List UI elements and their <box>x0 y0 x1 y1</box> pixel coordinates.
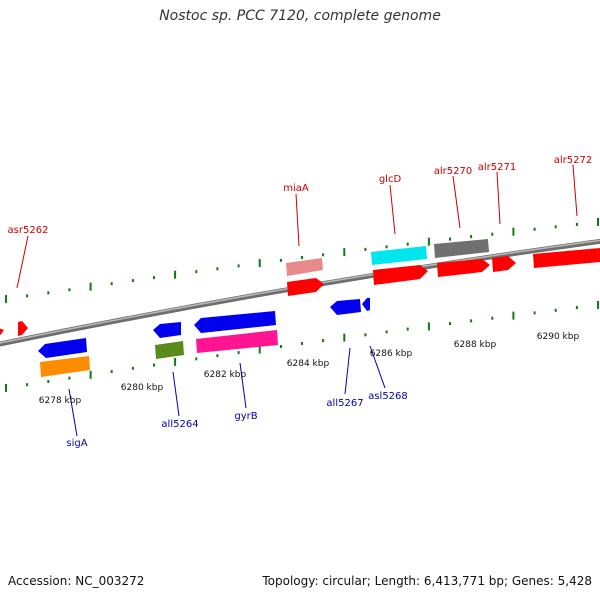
label-connector <box>389 184 396 235</box>
label-connector <box>239 362 247 409</box>
gene-label-asr5262[interactable]: asr5262 <box>8 225 49 236</box>
scale-labels: 6278 kbp 6280 kbp 6282 kbp 6284 kbp 6286… <box>39 332 580 406</box>
gene-miaA-2[interactable] <box>287 278 324 296</box>
scale-label: 6280 kbp <box>121 383 164 393</box>
gene-label-alr5270[interactable]: alr5270 <box>434 166 472 177</box>
label-connector <box>369 345 386 389</box>
gene-label-sigA[interactable]: sigA <box>66 438 87 449</box>
gene-all5264-2[interactable] <box>155 341 184 359</box>
label-connector <box>295 193 300 247</box>
gene-label-all5267[interactable]: all5267 <box>326 398 363 409</box>
gene-miaA[interactable] <box>286 258 323 276</box>
scale-label: 6288 kbp <box>454 340 497 350</box>
gene-alr5270[interactable] <box>434 239 489 258</box>
label-connector <box>172 371 180 417</box>
gene-arrow-small[interactable] <box>18 321 28 336</box>
scale-label: 6284 kbp <box>287 359 330 369</box>
gene-sigA-2[interactable] <box>40 356 90 377</box>
gene-glcD-2[interactable] <box>373 265 428 285</box>
scale-label: 6278 kbp <box>39 396 82 406</box>
gene-label-alr5272[interactable]: alr5272 <box>554 155 592 166</box>
reverse-genes <box>38 298 370 377</box>
gene-asr5262-arrow[interactable] <box>0 328 4 338</box>
label-connector <box>572 164 578 217</box>
gene-alr5271[interactable] <box>492 256 516 272</box>
gene-sigA[interactable] <box>38 338 87 358</box>
tick-row-reverse <box>5 301 599 392</box>
gene-glcD[interactable] <box>371 246 427 265</box>
gene-label-miaA[interactable]: miaA <box>283 183 309 194</box>
gene-gyrB[interactable] <box>194 311 276 333</box>
map-title: Nostoc sp. PCC 7120, complete genome <box>159 8 441 24</box>
gene-label-glcD[interactable]: glcD <box>379 174 402 185</box>
label-connector <box>16 235 29 289</box>
topology-summary: Topology: circular; Length: 6,413,771 bp… <box>262 574 592 588</box>
label-connector <box>68 388 78 437</box>
gene-label-gyrB[interactable]: gyrB <box>234 411 257 422</box>
gene-all5264[interactable] <box>153 322 181 338</box>
gene-label-all5264[interactable]: all5264 <box>161 419 198 430</box>
forward-label-group: asr5262 miaA glcD alr5270 alr5271 alr527… <box>8 155 592 289</box>
gene-gyrB-2[interactable] <box>196 330 278 353</box>
gene-all5267[interactable] <box>330 299 361 315</box>
scale-label: 6290 kbp <box>537 332 580 342</box>
gene-asl5268[interactable] <box>362 298 370 311</box>
gene-label-alr5271[interactable]: alr5271 <box>478 162 516 173</box>
tick-row-forward <box>5 218 599 303</box>
gene-alr5270-2[interactable] <box>437 259 490 277</box>
gene-label-asl5268[interactable]: asl5268 <box>368 391 408 402</box>
accession-text: Accession: NC_003272 <box>8 574 145 588</box>
scale-label: 6286 kbp <box>370 349 413 359</box>
scale-label: 6282 kbp <box>204 370 247 380</box>
reverse-label-group: sigA all5264 gyrB all5267 asl5268 <box>66 345 408 449</box>
forward-genes <box>0 239 600 338</box>
label-connector <box>496 171 501 225</box>
label-connector <box>344 347 351 395</box>
gene-alr5272[interactable] <box>533 248 600 268</box>
label-connector <box>452 175 461 229</box>
